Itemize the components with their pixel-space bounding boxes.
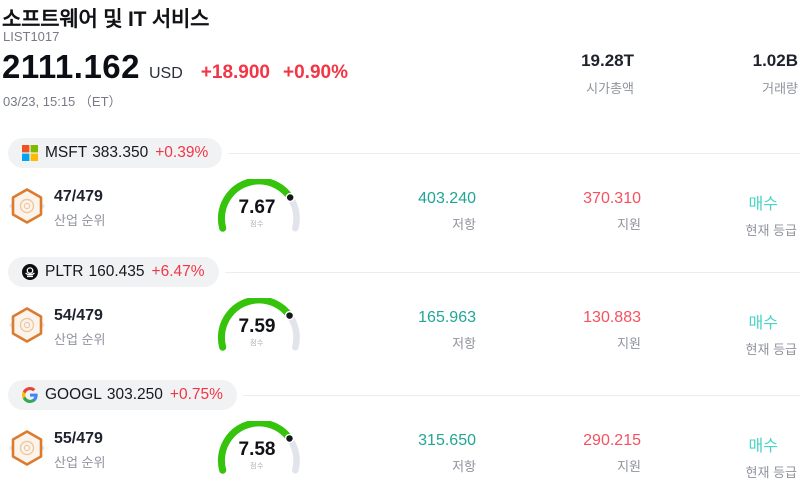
volume-value: 1.02B bbox=[752, 51, 798, 70]
rating-column: 매수 현재 등급 bbox=[746, 432, 797, 481]
support-value: 130.883 bbox=[583, 309, 641, 326]
symbol-code: LIST1017 bbox=[3, 29, 60, 44]
section-divider bbox=[228, 152, 800, 154]
resistance-label: 저항 bbox=[452, 459, 476, 474]
stock-section-header: MSFT 383.350 +0.39% bbox=[8, 138, 800, 168]
support-column: 290.215 지원 bbox=[583, 432, 641, 475]
page-title: 소프트웨어 및 IT 서비스 bbox=[2, 8, 210, 31]
price-change-pct: +0.90% bbox=[283, 62, 348, 83]
ticker-price: 160.435 bbox=[88, 263, 145, 280]
google-logo-icon bbox=[22, 387, 38, 403]
resistance-label: 저항 bbox=[452, 336, 476, 351]
support-label: 지원 bbox=[617, 336, 641, 351]
price-change-abs: +18.900 bbox=[200, 62, 270, 83]
rating-label: 현재 등급 bbox=[745, 342, 797, 357]
volume-label: 거래량 bbox=[762, 81, 798, 96]
stock-detail-row: 47/479 산업 순위 7.67 점수 403.240 저항 bbox=[0, 179, 800, 245]
industry-rank: 47/479 산업 순위 bbox=[54, 188, 105, 229]
resistance-label: 저항 bbox=[452, 217, 476, 232]
rating-column: 매수 현재 등급 bbox=[746, 309, 797, 358]
microsoft-logo-icon bbox=[22, 145, 38, 161]
ticker-symbol: MSFT bbox=[45, 144, 88, 161]
market-cap-value: 19.28T bbox=[581, 51, 634, 70]
resistance-column: 315.650 저항 bbox=[418, 432, 476, 475]
resistance-value: 403.240 bbox=[418, 190, 476, 207]
score-gauge: 7.58 점수 bbox=[212, 421, 306, 479]
ticker-price: 303.250 bbox=[106, 386, 163, 403]
rating-value: 매수 bbox=[748, 196, 778, 213]
ticker-symbol: PLTR bbox=[45, 263, 84, 280]
support-column: 370.310 지원 bbox=[583, 190, 641, 233]
rating-label: 현재 등급 bbox=[745, 223, 797, 238]
price-row: 2111.162 USD +18.900 +0.90% bbox=[2, 50, 348, 84]
section-divider bbox=[242, 394, 800, 396]
stock-chip-googl[interactable]: GOOGL 303.250 +0.75% bbox=[8, 380, 237, 410]
stock-section-header: PLTR 160.435 +6.47% bbox=[8, 257, 800, 287]
rank-medal-icon bbox=[8, 187, 46, 225]
rating-column: 매수 현재 등급 bbox=[746, 190, 797, 239]
ticker-change: +0.75% bbox=[169, 386, 223, 403]
ticker-change: +0.39% bbox=[155, 144, 209, 161]
price-change: +18.900 +0.90% bbox=[201, 62, 348, 84]
section-divider bbox=[224, 271, 800, 273]
ticker-symbol: GOOGL bbox=[45, 386, 102, 403]
ticker-price: 383.350 bbox=[92, 144, 149, 161]
rating-label: 현재 등급 bbox=[745, 465, 797, 480]
score-value: 7.59 bbox=[238, 316, 276, 337]
industry-rank: 54/479 산업 순위 bbox=[54, 307, 105, 348]
stock-chip-msft[interactable]: MSFT 383.350 +0.39% bbox=[8, 138, 223, 168]
rating-value: 매수 bbox=[748, 315, 778, 332]
rank-medal-icon bbox=[8, 429, 46, 467]
stock-detail-row: 55/479 산업 순위 7.58 점수 315.650 저항 bbox=[0, 421, 800, 487]
stock-detail-row: 54/479 산업 순위 7.59 점수 165.963 저항 bbox=[0, 298, 800, 364]
industry-rank-value: 55/479 bbox=[54, 430, 103, 447]
rank-medal-icon bbox=[8, 306, 46, 344]
score-label: 점수 bbox=[250, 463, 264, 470]
score-gauge: 7.59 점수 bbox=[212, 298, 306, 356]
resistance-column: 165.963 저항 bbox=[418, 309, 476, 352]
score-gauge: 7.67 점수 bbox=[212, 179, 306, 237]
support-column: 130.883 지원 bbox=[583, 309, 641, 352]
market-cap-stat: 19.28T 시가총액 bbox=[581, 51, 634, 97]
currency-label: USD bbox=[149, 65, 183, 82]
index-price: 2111.162 bbox=[2, 48, 140, 85]
score-value: 7.58 bbox=[238, 439, 276, 460]
palantir-logo-icon bbox=[22, 264, 38, 280]
quote-timestamp: 03/23, 15:15 （ET） bbox=[3, 94, 122, 109]
support-value: 370.310 bbox=[583, 190, 641, 207]
support-label: 지원 bbox=[617, 459, 641, 474]
stock-chip-pltr[interactable]: PLTR 160.435 +6.47% bbox=[8, 257, 219, 287]
volume-stat: 1.02B 거래량 bbox=[753, 51, 798, 97]
industry-rank-value: 54/479 bbox=[54, 307, 103, 324]
rating-value: 매수 bbox=[748, 438, 778, 455]
score-value: 7.67 bbox=[238, 197, 276, 218]
resistance-column: 403.240 저항 bbox=[418, 190, 476, 233]
industry-rank-value: 47/479 bbox=[54, 188, 103, 205]
support-label: 지원 bbox=[617, 217, 641, 232]
market-cap-label: 시가총액 bbox=[586, 81, 634, 96]
score-label: 점수 bbox=[250, 340, 264, 347]
industry-rank-label: 산업 순위 bbox=[54, 213, 106, 228]
industry-rank: 55/479 산업 순위 bbox=[54, 430, 105, 471]
industry-rank-label: 산업 순위 bbox=[54, 332, 106, 347]
resistance-value: 315.650 bbox=[418, 432, 476, 449]
support-value: 290.215 bbox=[583, 432, 641, 449]
stock-section-header: GOOGL 303.250 +0.75% bbox=[8, 380, 800, 410]
resistance-value: 165.963 bbox=[418, 309, 476, 326]
industry-rank-label: 산업 순위 bbox=[54, 455, 106, 470]
ticker-change: +6.47% bbox=[151, 263, 205, 280]
score-label: 점수 bbox=[250, 221, 264, 228]
